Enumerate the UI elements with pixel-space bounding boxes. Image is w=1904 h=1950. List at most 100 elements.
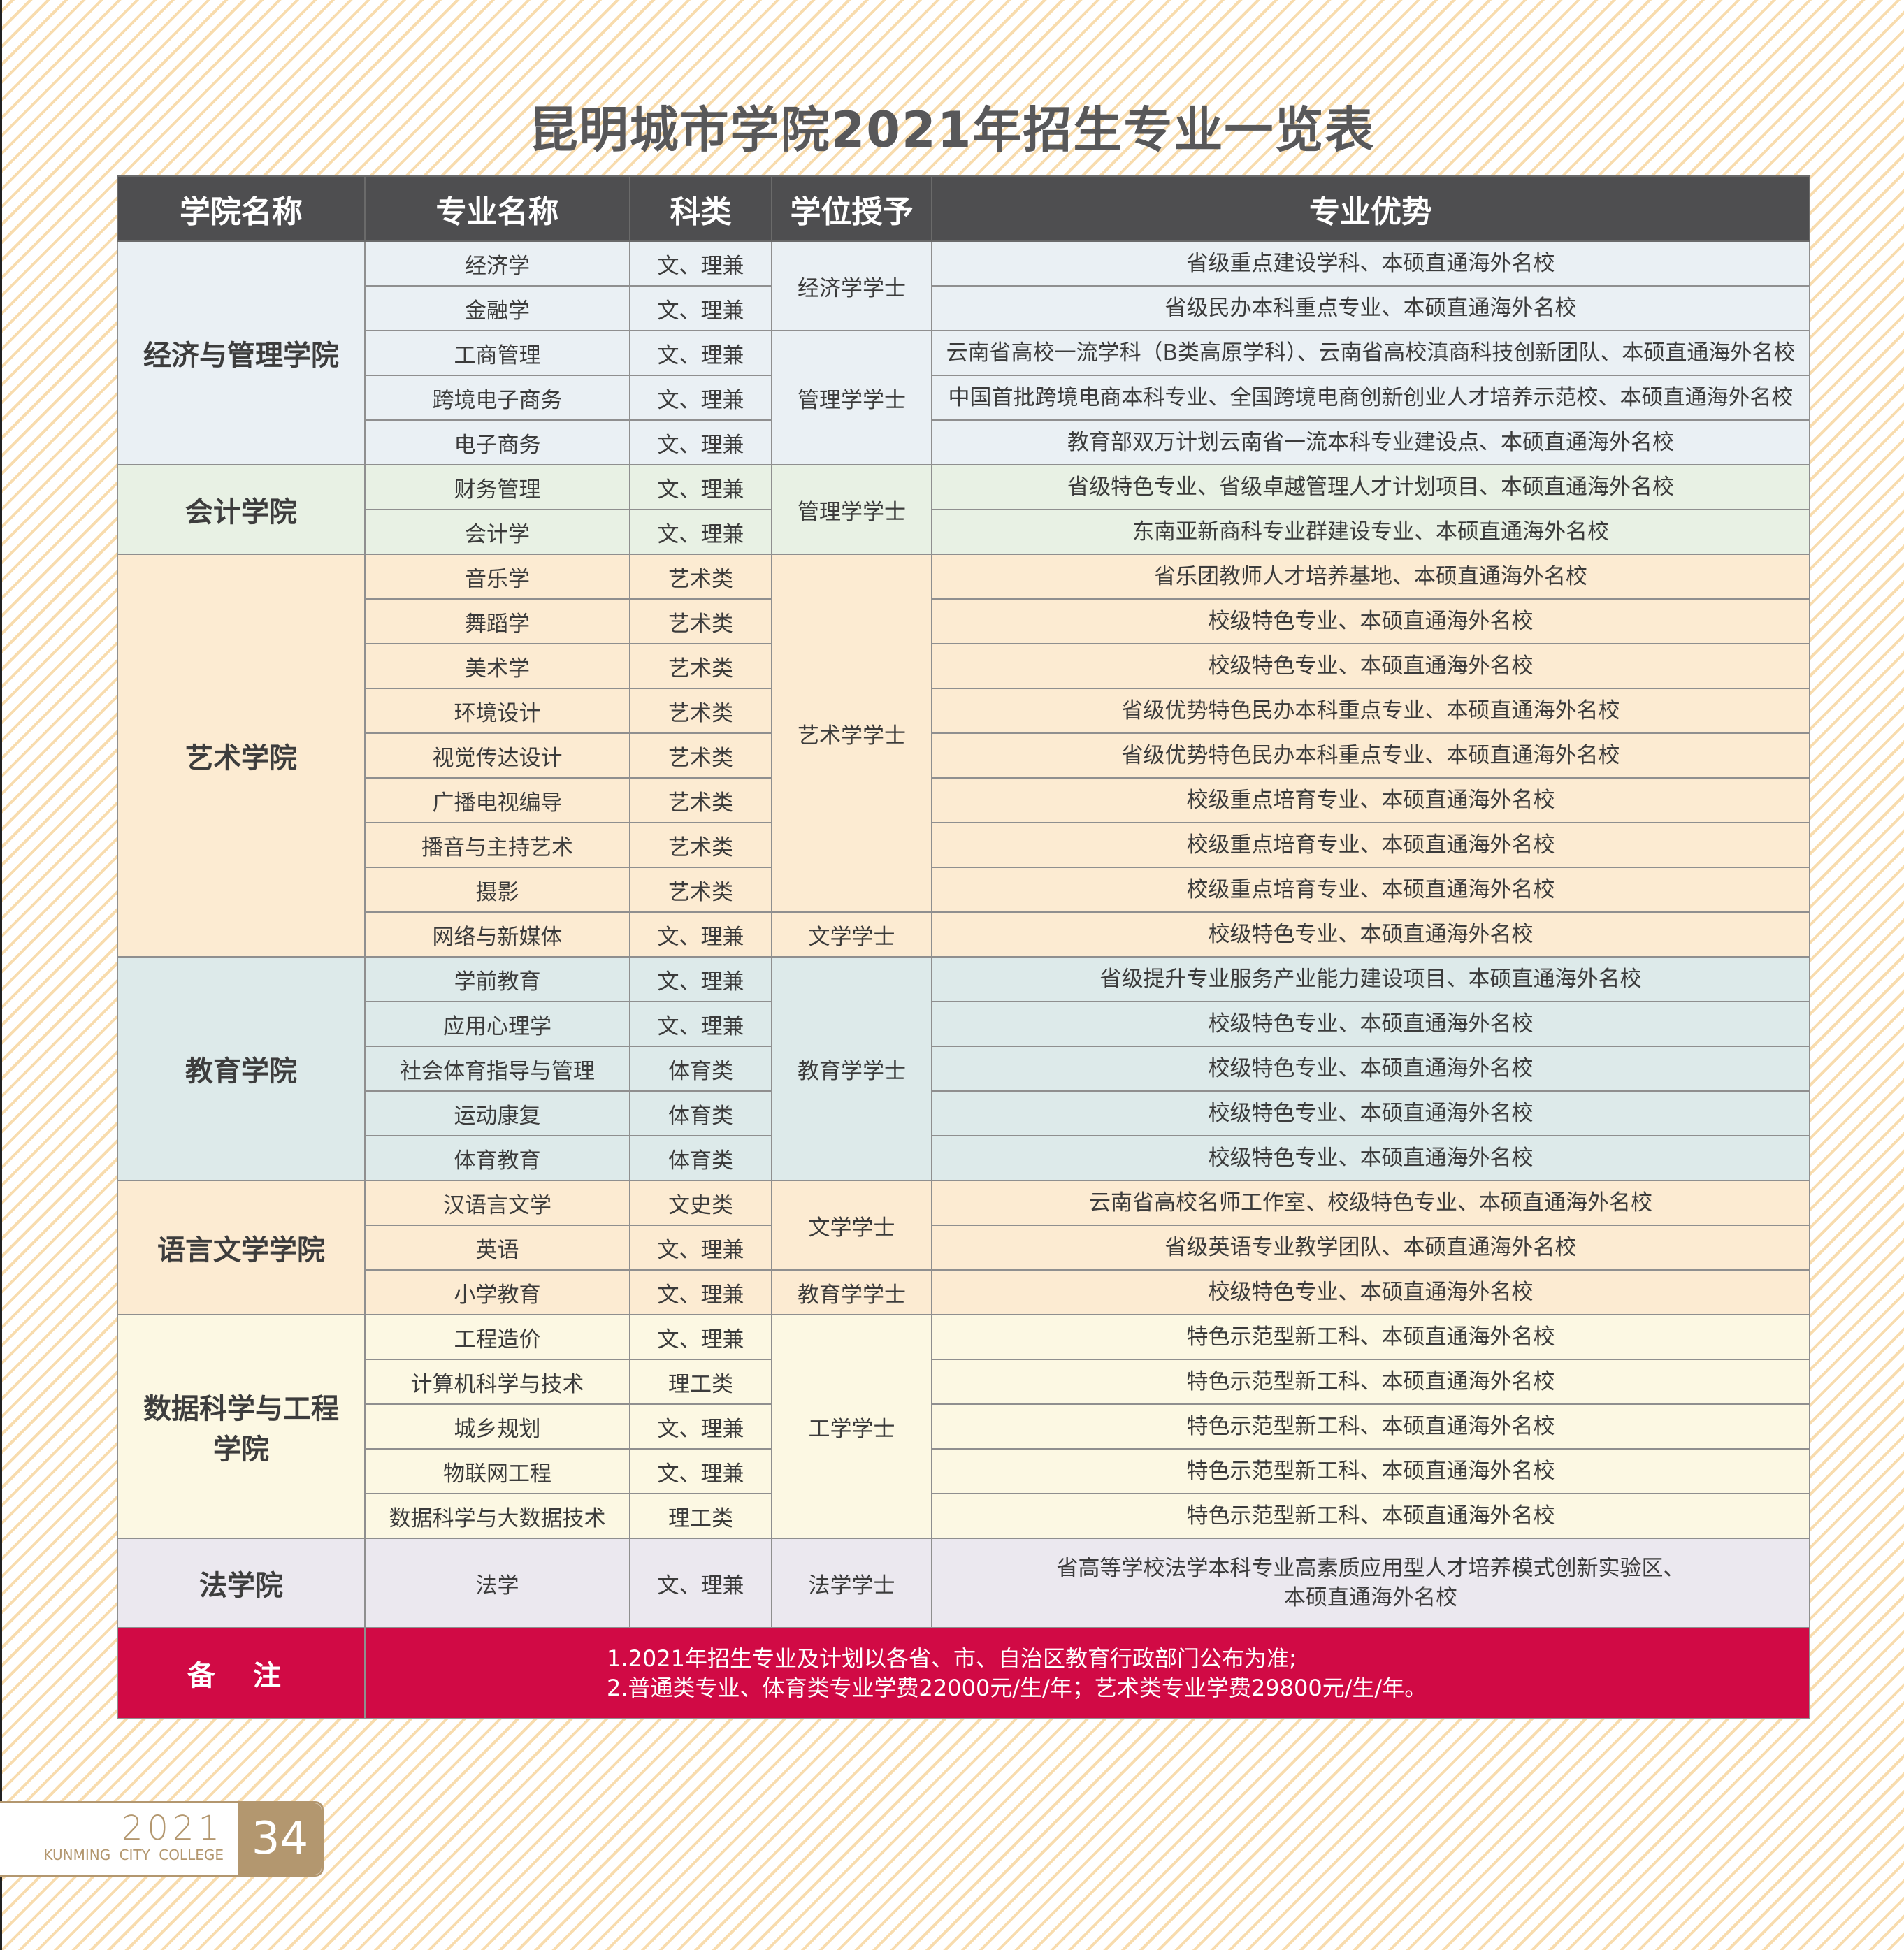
table-row: 广播电视编导 艺术类 校级重点培育专业、本硕直通海外名校 [117,777,1810,823]
subject-category: 艺术类 [629,643,772,689]
major-advantage: 云南省高校一流学科（B类高原学科）、云南省高校滇商科技创新团队、本硕直通海外名校 [931,330,1810,376]
table-header-row: 学院名称 专业名称 科类 学位授予 专业优势 [117,175,1810,242]
subject-category: 文、理兼 [629,956,772,1002]
table-row: 工商管理 文、理兼 管理学学士 云南省高校一流学科（B类高原学科）、云南省高校滇商科技… [117,330,1810,465]
major-name: 计算机科学与技术 [364,1359,630,1405]
table-row: 舞蹈学 艺术类 校级特色专业、本硕直通海外名校 [117,598,1810,644]
table-row: 运动康复 体育类 校级特色专业、本硕直通海外名校 [117,1090,1810,1136]
subject-category: 文、理兼 [629,419,772,465]
major-advantage: 校级特色专业、本硕直通海外名校 [931,1090,1810,1136]
subject-category: 艺术类 [629,554,772,600]
major-name: 网络与新媒体 [364,911,630,958]
degree-awarded: 法学学士 [771,1538,932,1628]
major-advantage: 省级优势特色民办本科重点专业、本硕直通海外名校 [931,688,1810,734]
major-name: 工程造价 [364,1314,630,1360]
major-name: 法学 [364,1538,630,1628]
major-advantage: 教育部双万计划云南省一流本科专业建设点、本硕直通海外名校 [931,419,1810,465]
header-category: 科类 [629,175,772,242]
major-advantage: 校级重点培育专业、本硕直通海外名校 [931,777,1810,823]
major-name: 美术学 [364,643,630,689]
table-row: 金融学 文、理兼 省级民办本科重点专业、本硕直通海外名校 [117,285,1810,331]
subject-category: 艺术类 [629,732,772,779]
major-name: 小学教育 [364,1269,630,1315]
college-name: 艺术学院 [117,554,366,958]
major-advantage: 校级重点培育专业、本硕直通海外名校 [931,822,1810,868]
header-college: 学院名称 [117,175,366,242]
subject-category: 文、理兼 [629,285,772,331]
major-advantage: 校级特色专业、本硕直通海外名校 [931,1046,1810,1092]
subject-category: 艺术类 [629,867,772,913]
major-name: 体育教育 [364,1135,630,1181]
subject-category: 文、理兼 [629,1001,772,1047]
major-name: 广播电视编导 [364,777,630,823]
subject-category: 体育类 [629,1135,772,1181]
major-name: 音乐学 [364,554,630,600]
subject-category: 理工类 [629,1493,772,1539]
subject-category: 体育类 [629,1090,772,1136]
major-advantage: 特色示范型新工科、本硕直通海外名校 [931,1493,1810,1539]
page-title: 昆明城市学院2021年招生专业一览表 [528,101,1376,159]
subject-category: 体育类 [629,1046,772,1092]
table-row: 语言文学学院 汉语言文学 文史类 文学学士 云南省高校名师工作室、校级特色专业、本硕直通… [117,1180,1810,1315]
table-row: 网络与新媒体 文、理兼 文学学士 校级特色专业、本硕直通海外名校 [117,911,1810,958]
major-name: 学前教育 [364,956,630,1002]
major-advantage: 校级重点培育专业、本硕直通海外名校 [931,867,1810,913]
major-advantage: 省级提升专业服务产业能力建设项目、本硕直通海外名校 [931,956,1810,1002]
subject-category: 理工类 [629,1359,772,1405]
major-name: 社会体育指导与管理 [364,1046,630,1092]
table-row: 经济与管理学院 经济学 文、理兼 经济学学士 省级重点建设学科、本硕直通海外名校 [117,240,1810,465]
major-name: 播音与主持艺术 [364,822,630,868]
college-name: 教育学院 [117,956,366,1181]
footer-year: 2021 [121,1809,224,1848]
subject-category: 艺术类 [629,777,772,823]
major-name: 摄影 [364,867,630,913]
notes-row: 备 注 1.2021年招生专业及计划以各省、市、自治区教育行政部门公布为准; 2.普… [117,1627,1810,1719]
major-advantage: 校级特色专业、本硕直通海外名校 [931,598,1810,644]
subject-category: 文、理兼 [629,1403,772,1450]
notes-text: 1.2021年招生专业及计划以各省、市、自治区教育行政部门公布为准; 2.普通类专… [364,1627,1810,1719]
notes-label: 备 注 [117,1627,366,1719]
college-name: 数据科学与工程 学院 [117,1314,366,1539]
subject-category: 文、理兼 [629,240,772,287]
major-name: 财务管理 [364,464,630,510]
major-advantage: 省乐团教师人才培养基地、本硕直通海外名校 [931,554,1810,600]
major-advantage: 特色示范型新工科、本硕直通海外名校 [931,1314,1810,1360]
footer-college-name: KUNMING CITY COLLEGE [43,1847,224,1863]
degree-awarded: 文学学士 [771,1180,932,1271]
major-name: 应用心理学 [364,1001,630,1047]
major-advantage: 省级民办本科重点专业、本硕直通海外名校 [931,285,1810,331]
page-number: 34 [238,1803,322,1875]
major-name: 汉语言文学 [364,1180,630,1226]
major-name: 经济学 [364,240,630,287]
major-name: 运动康复 [364,1090,630,1136]
college-name: 语言文学学院 [117,1180,366,1315]
degree-awarded: 工学学士 [771,1314,932,1539]
table-row: 英语 文、理兼 省级英语专业教学团队、本硕直通海外名校 [117,1225,1810,1271]
table-row: 视觉传达设计 艺术类 省级优势特色民办本科重点专业、本硕直通海外名校 [117,732,1810,779]
note-line: 1.2021年招生专业及计划以各省、市、自治区教育行政部门公布为准; [607,1645,1297,1672]
table-row: 社会体育指导与管理 体育类 校级特色专业、本硕直通海外名校 [117,1046,1810,1092]
major-name: 会计学 [364,509,630,555]
table-row: 播音与主持艺术 艺术类 校级重点培育专业、本硕直通海外名校 [117,822,1810,868]
major-name: 物联网工程 [364,1448,630,1494]
majors-table: 学院名称 专业名称 科类 学位授予 专业优势 经济与管理学院 经济学 文、理兼 经济学… [117,175,1810,1719]
subject-category: 文、理兼 [629,330,772,376]
page-footer-badge: 2021 KUNMING CITY COLLEGE 34 [0,1801,324,1877]
major-advantage: 省级特色专业、省级卓越管理人才计划项目、本硕直通海外名校 [931,464,1810,510]
major-advantage: 省级英语专业教学团队、本硕直通海外名校 [931,1225,1810,1271]
major-advantage: 特色示范型新工科、本硕直通海外名校 [931,1403,1810,1450]
table-row: 法学院 法学 文、理兼 法学学士 省高等学校法学本科专业高素质应用型人才培养模式创新实验… [117,1538,1810,1628]
subject-category: 艺术类 [629,822,772,868]
subject-category: 文、理兼 [629,1448,772,1494]
degree-awarded: 文学学士 [771,911,932,958]
table-row: 数据科学与工程 学院 工程造价文、理兼 工学学士 特色示范型新工科、本硕直通海外名校 [117,1314,1810,1539]
major-advantage: 东南亚新商科专业群建设专业、本硕直通海外名校 [931,509,1810,555]
header-major: 专业名称 [364,175,630,242]
subject-category: 文、理兼 [629,911,772,958]
subject-category: 文史类 [629,1180,772,1226]
table-row: 会计学院 财务管理 文、理兼 管理学学士 省级特色专业、省级卓越管理人才计划项目、本硕直… [117,464,1810,555]
major-advantage: 中国首批跨境电商本科专业、全国跨境电商创新创业人才培养示范校、本硕直通海外名校 [931,375,1810,421]
major-name: 舞蹈学 [364,598,630,644]
table-row: 小学教育 文、理兼 教育学学士 校级特色专业、本硕直通海外名校 [117,1269,1810,1315]
degree-awarded: 教育学学士 [771,1269,932,1315]
